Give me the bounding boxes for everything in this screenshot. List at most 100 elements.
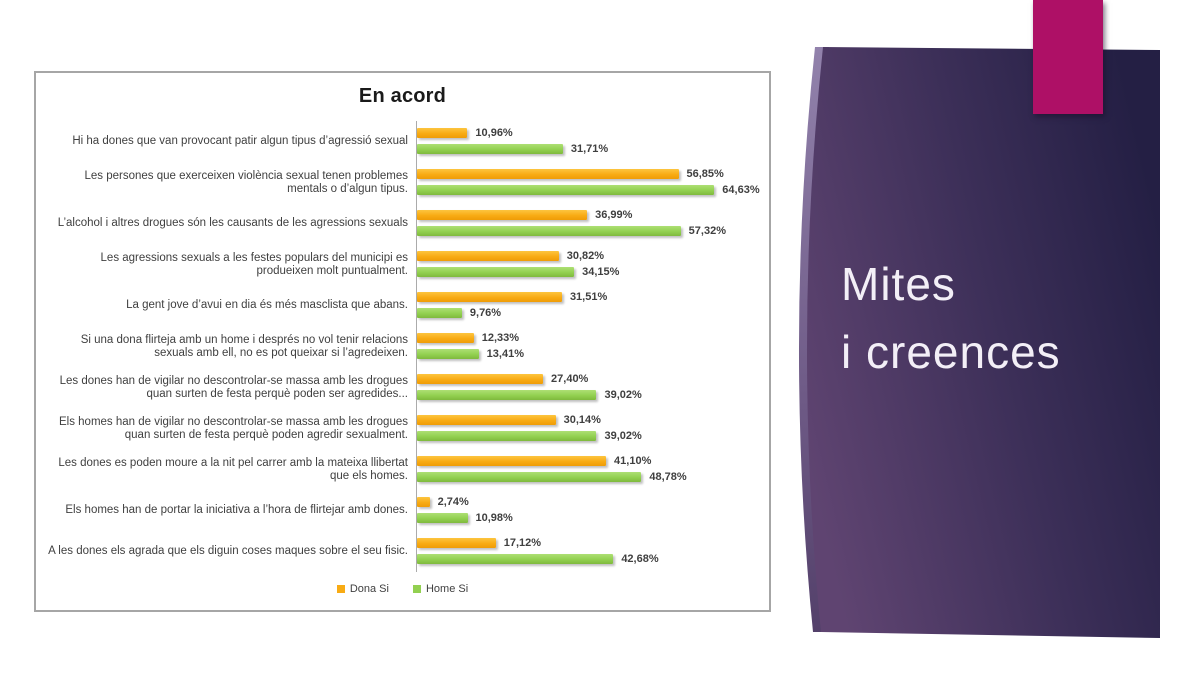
bar-line: 34,15%	[417, 266, 769, 278]
bars-cell: 30,14% 39,02%	[416, 408, 769, 449]
bar-value-label: 10,98%	[475, 512, 513, 524]
bar-home-si	[417, 390, 597, 400]
chart-legend: Dona Si Home Si	[36, 583, 769, 595]
bars-cell: 27,40% 39,02%	[416, 367, 769, 408]
category-label: A les dones els agrada que els diguin co…	[48, 545, 408, 557]
bar-dona-si	[417, 333, 474, 343]
bar-value-label: 36,99%	[595, 209, 633, 221]
chart-row: Els homes han de vigilar no descontrolar…	[36, 408, 769, 449]
category-cell: Els homes han de portar la iniciativa a …	[36, 490, 416, 531]
bar-line: 10,96%	[417, 127, 769, 139]
bar-dona-si	[417, 128, 468, 138]
bar-value-label: 34,15%	[582, 266, 620, 278]
bar-dona-si	[417, 292, 562, 302]
bar-value-label: 31,51%	[569, 291, 608, 303]
bar-dona-si	[417, 169, 679, 179]
slide-title: Mites i creences	[841, 250, 1061, 386]
bars-cell: 31,51% 9,76%	[416, 285, 769, 326]
bar-value-label: 12,33%	[481, 332, 520, 344]
bar-home-si	[417, 185, 715, 195]
category-cell: Els homes han de vigilar no descontrolar…	[36, 408, 416, 449]
bars-cell: 17,12% 42,68%	[416, 531, 769, 572]
bar-home-si	[417, 472, 642, 482]
category-label: L’alcohol i altres drogues són les causa…	[57, 217, 408, 229]
bar-line: 10,98%	[417, 512, 769, 524]
legend-item-home-si: Home Si	[412, 583, 469, 595]
bar-home-si	[417, 431, 597, 441]
bars-cell: 12,33% 13,41%	[416, 326, 769, 367]
bar-value-label: 2,74%	[437, 496, 469, 508]
category-label: La gent jove d’avui en dia és més mascli…	[126, 299, 408, 311]
bar-home-si	[417, 267, 575, 277]
bar-home-si	[417, 144, 563, 154]
slide-title-line-2: i creences	[841, 326, 1061, 378]
bars-cell: 10,96% 31,71%	[416, 121, 769, 162]
chart-row: Les persones que exerceixen violència se…	[36, 162, 769, 203]
category-label: Les agressions sexuals a les festes popu…	[100, 251, 408, 277]
bar-line: 17,12%	[417, 537, 769, 549]
bar-home-si	[417, 226, 681, 236]
accent-rectangle	[1033, 0, 1103, 114]
bar-value-label: 39,02%	[604, 430, 642, 442]
bar-dona-si	[417, 497, 430, 507]
bars-cell: 56,85% 64,63%	[416, 162, 769, 203]
legend-item-dona-si: Dona Si	[336, 583, 389, 595]
category-cell: Les agressions sexuals a les festes popu…	[36, 244, 416, 285]
bar-value-label: 64,63%	[722, 184, 760, 196]
category-cell: A les dones els agrada que els diguin co…	[36, 531, 416, 572]
bar-home-si	[417, 554, 614, 564]
bar-line: 36,99%	[417, 209, 769, 221]
bar-line: 27,40%	[417, 373, 769, 385]
bar-dona-si	[417, 374, 544, 384]
bar-home-si	[417, 513, 468, 523]
bar-dona-si	[417, 456, 607, 466]
bar-line: 30,14%	[417, 414, 769, 426]
category-label: Hi ha dones que van provocant patir algu…	[72, 135, 408, 147]
bar-value-label: 31,71%	[570, 143, 609, 155]
bar-line: 41,10%	[417, 455, 769, 467]
chart-title: En acord	[358, 85, 447, 107]
bar-value-label: 57,32%	[688, 225, 726, 237]
category-cell: Les dones es poden moure a la nit pel ca…	[36, 449, 416, 490]
bar-value-label: 41,10%	[614, 455, 652, 467]
bar-line: 39,02%	[417, 430, 769, 442]
chart-row: La gent jove d’avui en dia és més mascli…	[36, 285, 769, 326]
bar-value-label: 30,82%	[566, 250, 605, 262]
legend-label-home-si: Home Si	[425, 583, 469, 595]
bar-line: 42,68%	[417, 553, 769, 565]
category-cell: Les persones que exerceixen violència se…	[36, 162, 416, 203]
bar-home-si	[417, 349, 479, 359]
category-label: Els homes han de vigilar no descontrolar…	[58, 415, 408, 441]
bar-value-label: 9,76%	[469, 307, 502, 319]
bar-dona-si	[417, 210, 588, 220]
bar-line: 30,82%	[417, 250, 769, 262]
bar-value-label: 10,96%	[475, 127, 513, 139]
legend-label-dona-si: Dona Si	[349, 583, 389, 595]
bar-value-label: 42,68%	[621, 553, 659, 565]
bar-value-label: 48,78%	[649, 471, 687, 483]
category-cell: Les dones han de vigilar no descontrolar…	[36, 367, 416, 408]
chart-row: Els homes han de portar la iniciativa a …	[36, 490, 769, 531]
category-label: Si una dona flirteja amb un home i despr…	[80, 333, 408, 359]
bar-value-label: 13,41%	[486, 348, 524, 360]
bar-value-label: 17,12%	[503, 537, 542, 549]
panel-body	[806, 47, 1160, 638]
panel-edge-highlight	[798, 47, 829, 632]
category-label: Les dones es poden moure a la nit pel ca…	[58, 456, 408, 482]
bar-value-label: 27,40%	[551, 373, 589, 385]
chart-row: Si una dona flirteja amb un home i despr…	[36, 326, 769, 367]
chart-row: L’alcohol i altres drogues són les causa…	[36, 203, 769, 244]
category-label: Els homes han de portar la iniciativa a …	[65, 504, 408, 516]
category-cell: La gent jove d’avui en dia és més mascli…	[36, 285, 416, 326]
chart-row: A les dones els agrada que els diguin co…	[36, 531, 769, 572]
bar-line: 9,76%	[417, 307, 769, 319]
category-label: Les dones han de vigilar no descontrolar…	[59, 374, 408, 400]
chart-row: Les dones han de vigilar no descontrolar…	[36, 367, 769, 408]
bar-dona-si	[417, 538, 496, 548]
bar-dona-si	[417, 251, 559, 261]
chart-rows: Hi ha dones que van provocant patir algu…	[36, 121, 769, 572]
chart-row: Les dones es poden moure a la nit pel ca…	[36, 449, 769, 490]
bar-chart: En acord Hi ha dones que van provocant p…	[34, 71, 771, 612]
bar-line: 13,41%	[417, 348, 769, 360]
bars-cell: 41,10% 48,78%	[416, 449, 769, 490]
